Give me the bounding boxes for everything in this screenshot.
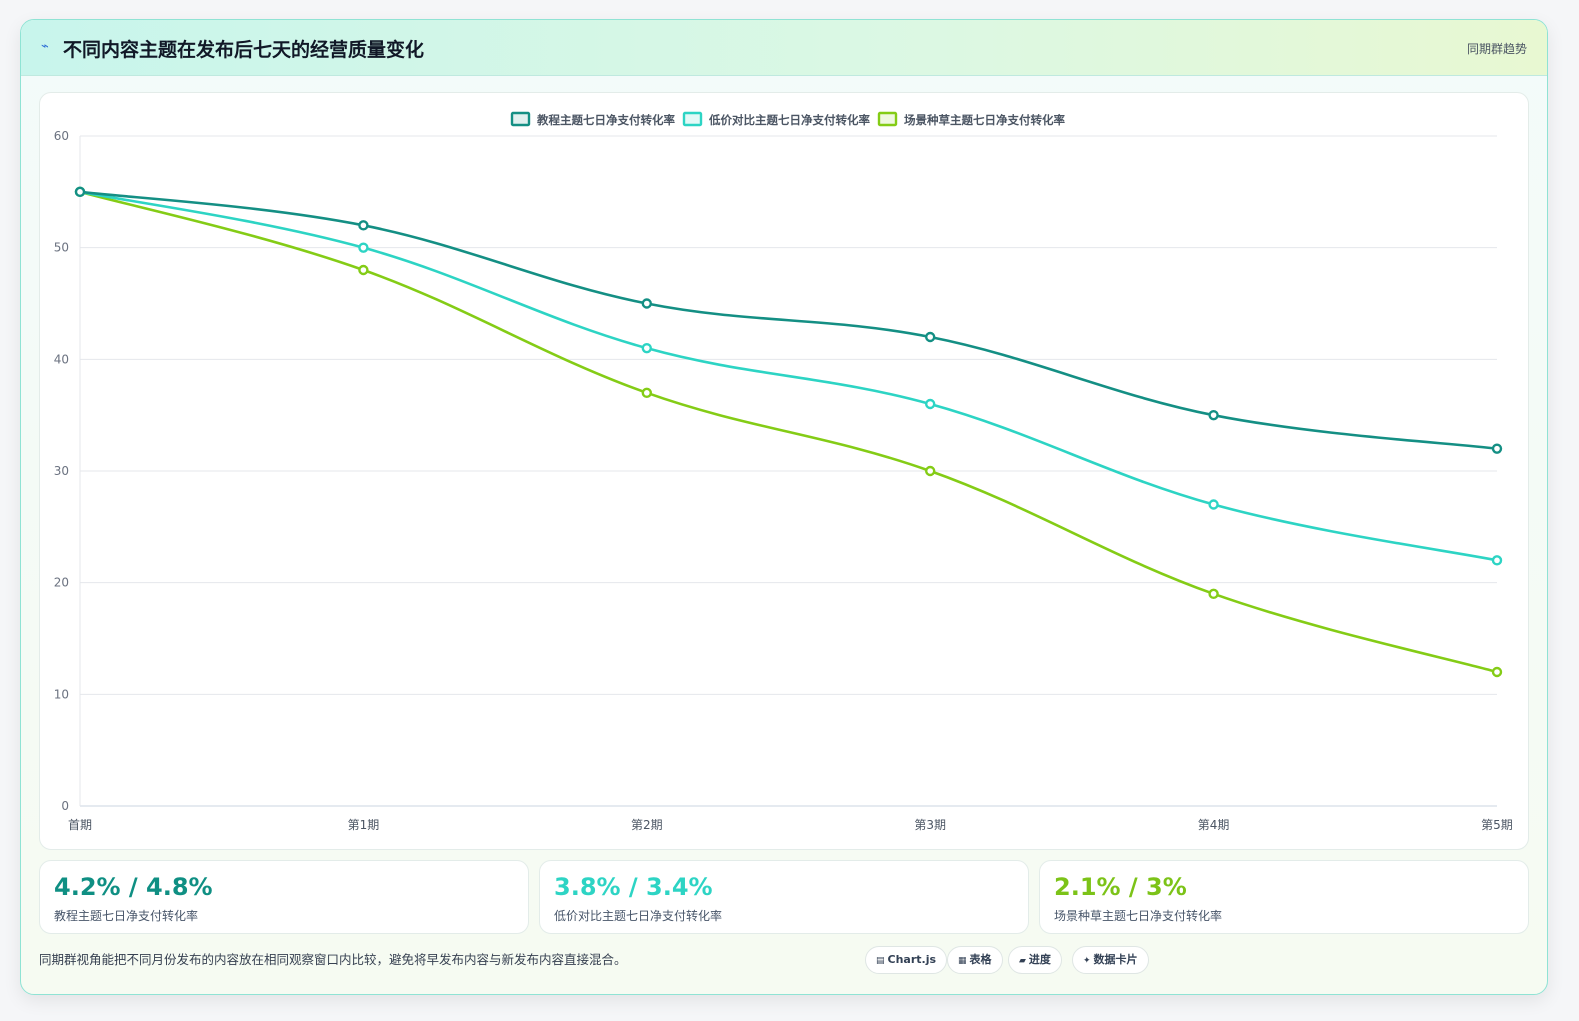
data-point bbox=[358, 242, 369, 253]
stat-value: 3.8% / 3.4% bbox=[554, 873, 713, 901]
table-icon: ▦ bbox=[958, 956, 967, 966]
y-tick-label: 20 bbox=[54, 576, 69, 590]
chart-card: ⌁ 不同内容主题在发布后七天的经营质量变化 同期群趋势 0 10 20 30 40 50 6… bbox=[20, 19, 1548, 995]
page-title: 不同内容主题在发布后七天的经营质量变化 bbox=[63, 39, 425, 61]
data-point bbox=[641, 342, 652, 354]
chip-label: 表格 bbox=[969, 953, 992, 966]
stat-cards: 4.2% / 4.8% 教程主题七日净支付转化率 3.8% / 3.4% 低价对… bbox=[39, 860, 1529, 934]
data-point bbox=[1208, 499, 1219, 510]
chip-table[interactable]: ▦ 表格 bbox=[947, 946, 1003, 974]
chip-label: Chart.js bbox=[887, 953, 937, 966]
stat-card: 3.8% / 3.4% 低价对比主题七日净支付转化率 bbox=[539, 860, 1029, 934]
data-point bbox=[925, 331, 936, 343]
chip-chartjs[interactable]: ▤ Chart.js bbox=[865, 946, 948, 974]
legend-swatch bbox=[510, 111, 531, 127]
data-point bbox=[1208, 588, 1219, 600]
data-point bbox=[925, 398, 936, 410]
progress-icon: ▰ bbox=[1019, 956, 1026, 966]
series-line bbox=[79, 190, 1498, 562]
y-tick-label: 40 bbox=[54, 352, 69, 366]
y-tick-label: 30 bbox=[54, 464, 69, 478]
x-tick-label: 第3期 bbox=[914, 818, 946, 832]
x-tick-label: 第5期 bbox=[1481, 818, 1513, 832]
data-point bbox=[641, 298, 652, 309]
series-line bbox=[79, 190, 1498, 450]
legend-swatch bbox=[682, 111, 703, 127]
chart-icon: ▤ bbox=[876, 956, 885, 966]
data-point bbox=[1491, 666, 1503, 678]
x-tick-label: 首期 bbox=[68, 818, 92, 832]
stat-label: 教程主题七日净支付转化率 bbox=[54, 909, 199, 923]
data-point bbox=[641, 387, 652, 399]
data-point bbox=[925, 465, 936, 477]
y-tick-label: 0 bbox=[61, 799, 69, 813]
x-tick-label: 第2期 bbox=[631, 818, 663, 832]
legend-label: 场景种草主题七日净支付转化率 bbox=[904, 113, 1065, 127]
chip-label: 进度 bbox=[1028, 953, 1051, 966]
x-tick-label: 第1期 bbox=[348, 818, 380, 832]
footer-note: 同期群视角能把不同月份发布的内容放在相同观察窗口内比较，避免将早发布内容与新发布… bbox=[39, 952, 627, 967]
stat-card: 4.2% / 4.8% 教程主题七日净支付转化率 bbox=[39, 860, 529, 934]
stat-label: 场景种草主题七日净支付转化率 bbox=[1054, 909, 1223, 923]
data-point bbox=[1208, 409, 1219, 421]
trend-icon: ⌁ bbox=[41, 39, 49, 54]
legend-swatch bbox=[877, 111, 898, 127]
chip-progress[interactable]: ▰ 进度 bbox=[1008, 946, 1062, 974]
x-tick-label: 第4期 bbox=[1198, 818, 1230, 832]
legend-label: 低价对比主题七日净支付转化率 bbox=[708, 113, 870, 127]
card-header: ⌁ 不同内容主题在发布后七天的经营质量变化 同期群趋势 bbox=[21, 20, 1547, 76]
series-line bbox=[79, 190, 1498, 674]
y-tick-label: 60 bbox=[54, 129, 69, 143]
stat-label: 低价对比主题七日净支付转化率 bbox=[554, 909, 723, 923]
data-point bbox=[1491, 555, 1503, 566]
legend-label: 教程主题七日净支付转化率 bbox=[536, 113, 675, 127]
header-tag: 同期群趋势 bbox=[1466, 42, 1527, 56]
y-tick-label: 50 bbox=[54, 241, 69, 255]
chart-container: 0 10 20 30 40 50 60 首期 第1期 第2期 第3期 第4期 第5期 教程主题七日净支付转… bbox=[39, 92, 1529, 850]
line-chart: 0 10 20 30 40 50 60 首期 第1期 第2期 第3期 第4期 第5期 教程主题七日净支付转… bbox=[54, 111, 1513, 832]
chip-label: 数据卡片 bbox=[1093, 953, 1138, 966]
y-tick-label: 10 bbox=[54, 687, 69, 701]
data-point bbox=[358, 220, 369, 231]
data-point bbox=[1491, 443, 1503, 454]
stat-value: 4.2% / 4.8% bbox=[54, 873, 213, 901]
data-point bbox=[358, 264, 369, 276]
stat-card: 2.1% / 3% 场景种草主题七日净支付转化率 bbox=[1039, 860, 1529, 934]
chip-data-card[interactable]: ✦ 数据卡片 bbox=[1072, 946, 1149, 974]
data-point bbox=[74, 186, 86, 198]
stat-value: 2.1% / 3% bbox=[1054, 873, 1187, 901]
sparkle-icon: ✦ bbox=[1083, 956, 1091, 966]
